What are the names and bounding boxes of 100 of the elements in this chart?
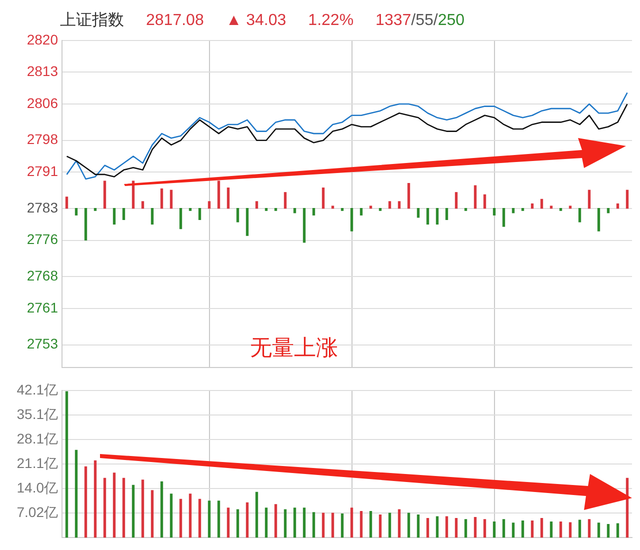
bar [492, 522, 496, 538]
bar [550, 206, 553, 209]
bar [360, 208, 363, 216]
bar [540, 198, 544, 209]
bar [502, 208, 506, 227]
bar [179, 498, 182, 538]
bar [464, 519, 468, 538]
y-tick-label: 2776 [26, 231, 58, 248]
bar [588, 190, 591, 209]
bar [445, 516, 448, 538]
bar [94, 208, 97, 211]
bar [284, 509, 287, 538]
bar [179, 208, 182, 230]
y-tick-label: 2783 [26, 199, 58, 216]
bar [264, 508, 268, 538]
bar [255, 201, 258, 209]
bar [568, 206, 572, 209]
bar [350, 508, 354, 538]
bar [340, 514, 344, 538]
y-tick-label: 35.1亿 [16, 406, 58, 422]
y-tick-label: 14.0亿 [16, 479, 58, 496]
bar [141, 480, 144, 538]
bar [597, 522, 600, 538]
bar [388, 201, 392, 209]
bar [492, 208, 496, 216]
bar [398, 509, 401, 538]
bar [274, 208, 278, 211]
annotation: 无量上涨 [250, 334, 338, 362]
bar [521, 520, 524, 538]
bar [236, 509, 240, 538]
bar [302, 208, 306, 243]
bar [141, 201, 144, 209]
bar [483, 194, 486, 209]
bar [521, 208, 524, 211]
y-tick-label: 2753 [26, 336, 58, 352]
bar [94, 460, 97, 538]
bar [208, 201, 211, 209]
bar [312, 208, 316, 216]
bar [578, 520, 582, 538]
bar [606, 524, 610, 538]
bar [84, 208, 88, 240]
bar [350, 208, 354, 232]
bar [293, 508, 296, 538]
bar [65, 391, 68, 538]
bar [217, 500, 220, 538]
bar [454, 192, 458, 209]
bar [331, 206, 334, 209]
bar [626, 190, 629, 209]
bar [606, 208, 610, 214]
bar [378, 208, 382, 211]
text: ▲ 34.03 [226, 12, 286, 29]
bar [103, 180, 106, 209]
bar [322, 188, 325, 209]
y-tick-label: 2768 [26, 268, 58, 284]
bar [217, 180, 220, 209]
y-tick-label: 21.1亿 [16, 454, 58, 471]
bar [170, 190, 173, 209]
bar [74, 208, 78, 216]
bar [474, 185, 477, 209]
bar [578, 208, 582, 222]
bar [132, 484, 135, 538]
bar [312, 512, 316, 538]
bar [122, 478, 126, 538]
y-tick-label: 2820 [26, 31, 58, 48]
bar [236, 208, 240, 222]
bar [150, 490, 154, 538]
bar [407, 182, 410, 209]
bar [322, 512, 325, 538]
bar [208, 500, 211, 538]
bar [188, 494, 192, 538]
bar [474, 517, 477, 538]
bar [112, 208, 116, 225]
bar [198, 208, 202, 220]
bar [226, 188, 230, 209]
bar [84, 466, 88, 538]
bar [65, 196, 68, 209]
bar [150, 208, 154, 225]
bar [464, 208, 468, 211]
bar [264, 208, 268, 211]
text: 2817.08 [146, 12, 204, 29]
chart-title: 上证指数 [60, 12, 124, 29]
y-tick-label: 42.1亿 [16, 381, 58, 398]
bar [198, 498, 202, 538]
bar [293, 208, 296, 214]
bar [226, 508, 230, 538]
bar [530, 203, 534, 209]
bar [407, 512, 410, 538]
bar [559, 208, 562, 211]
bar [426, 518, 430, 538]
bar [616, 203, 620, 209]
bar [426, 208, 430, 225]
bar [398, 201, 401, 209]
y-tick-label: 2798 [26, 131, 58, 148]
bar [360, 511, 363, 538]
bar [160, 481, 164, 538]
bar [588, 519, 591, 538]
bar [530, 520, 534, 538]
bar [160, 188, 164, 209]
bar [483, 519, 486, 538]
bar [436, 516, 439, 538]
